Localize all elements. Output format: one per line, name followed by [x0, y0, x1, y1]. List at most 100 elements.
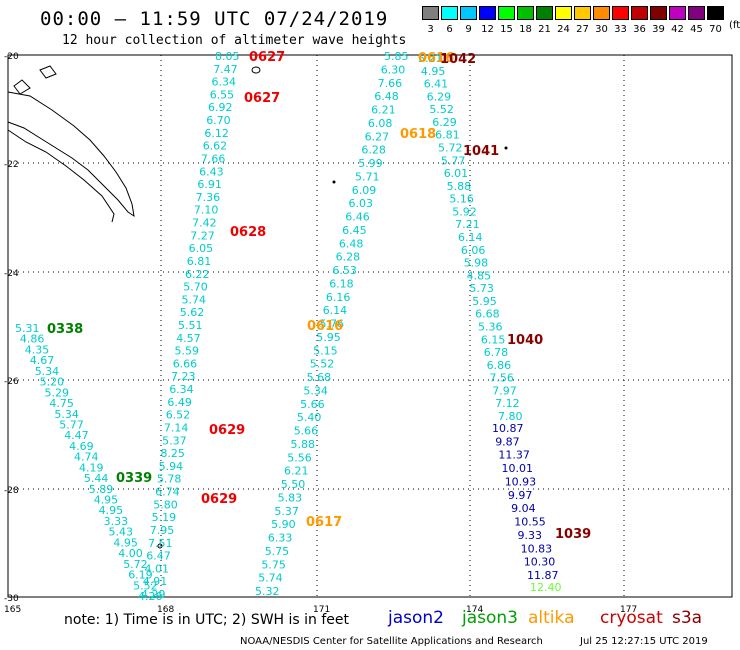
coastline	[7, 91, 135, 218]
swh-value: 5.15	[313, 344, 338, 357]
swh-value: 4.57	[176, 332, 201, 345]
legend-cryosat: cryosat	[600, 608, 663, 628]
scale-swatch	[422, 6, 439, 20]
scale-label: 45	[690, 24, 703, 35]
swh-value: 6.48	[374, 90, 399, 103]
swh-value: 6.18	[329, 277, 354, 290]
swh-value: 6.22	[185, 268, 210, 281]
swh-value: 9.87	[495, 435, 520, 448]
scale-swatch	[441, 6, 458, 20]
swh-value: 5.20	[40, 376, 65, 389]
swh-value: 5.19	[152, 511, 177, 524]
legend-jason2: jason2	[388, 608, 444, 628]
swh-value: 5.37	[274, 505, 299, 518]
swh-value: 9.04	[511, 502, 535, 515]
scale-label: 9	[465, 24, 472, 35]
swh-value: 6.29	[427, 90, 452, 103]
time-tag: 0616	[307, 319, 343, 334]
swh-value: 12.40	[530, 581, 562, 594]
swh-value: 4.91	[143, 575, 168, 588]
swh-value: 5.68	[307, 371, 332, 384]
scale-label: 42	[671, 24, 684, 35]
swh-value: 4.95	[113, 536, 137, 549]
swh-value: 7.23	[171, 370, 196, 383]
scale-label: 30	[595, 24, 608, 35]
swh-value: 5.80	[153, 498, 178, 511]
time-tag: 1039	[555, 527, 591, 542]
swh-value: 5.16	[449, 193, 474, 206]
time-tag: 0629	[201, 492, 237, 507]
swh-value: 5.94	[159, 460, 184, 473]
swh-value: 6.49	[167, 396, 192, 409]
swh-value: 10.93	[505, 476, 537, 489]
swh-value: 6.66	[173, 357, 198, 370]
legend-s3a: s3a	[672, 608, 703, 628]
swh-value: 9.97	[508, 489, 533, 502]
swh-value: 5.95	[472, 295, 497, 308]
swh-value: 6.68	[475, 308, 500, 321]
lon-label: 165	[4, 605, 21, 615]
lon-label: 174	[466, 605, 483, 615]
swh-value: 5.73	[469, 282, 494, 295]
swh-value: 6.46	[345, 211, 370, 224]
swh-value: 6.41	[424, 78, 449, 91]
swh-value: 7.14	[164, 422, 189, 435]
swh-value: 6.86	[487, 359, 512, 372]
time-tag: 0628	[230, 225, 266, 240]
swh-value: 5.92	[452, 205, 477, 218]
footer-credit: NOAA/NESDIS Center for Satellite Applica…	[240, 636, 543, 647]
scale-label: 3	[427, 24, 434, 35]
time-tag: 0627	[249, 50, 285, 65]
swh-value: 9.33	[518, 529, 543, 542]
swh-value: 5.66	[294, 425, 319, 438]
scale-label: 36	[633, 24, 646, 35]
coastline	[39, 65, 57, 79]
swh-value: 10.87	[492, 422, 524, 435]
lon-label: 168	[157, 605, 174, 615]
swh-value: 7.51	[148, 537, 173, 550]
swh-value: 5.77	[59, 419, 84, 432]
swh-value: 7.66	[378, 77, 403, 90]
scale-label: 39	[652, 24, 665, 35]
swh-value: 8.05	[215, 50, 240, 63]
swh-value: 6.08	[368, 117, 393, 130]
swh-value: 5.72	[438, 142, 463, 155]
swh-value: 6.27	[365, 130, 390, 143]
swh-value: 6.81	[435, 129, 460, 142]
time-tag: 0338	[47, 322, 83, 337]
swh-value: 7.95	[150, 524, 175, 537]
swh-value: 8.25	[160, 447, 185, 460]
swh-value: 5.44	[84, 472, 109, 485]
swh-value: 5.70	[183, 281, 208, 294]
swh-value: 4.95	[99, 504, 124, 517]
swh-value: 4.95	[94, 494, 119, 507]
swh-value: 7.27	[190, 229, 215, 242]
swh-value: 10.01	[502, 462, 534, 475]
scale-swatch	[612, 6, 629, 20]
swh-value: 4.19	[79, 461, 104, 474]
swh-value: 10.83	[521, 542, 553, 555]
swh-value: 5.62	[180, 306, 205, 319]
coastline	[7, 129, 115, 223]
swh-value: 6.92	[208, 101, 233, 114]
swh-value: 5.21	[418, 52, 443, 65]
map-frame	[7, 54, 733, 598]
swh-value: 6.78	[484, 346, 509, 359]
swh-value: 5.52	[310, 358, 335, 371]
scale-swatch	[707, 6, 724, 20]
swh-value: 5.76	[320, 318, 345, 331]
swh-value: 7.47	[213, 63, 238, 76]
scale-swatch	[460, 6, 477, 20]
swh-value: 6.21	[284, 465, 309, 478]
lat-label: -26	[4, 377, 19, 387]
swh-value: 10.55	[514, 516, 546, 529]
note-text: note: 1) Time is in UTC; 2) SWH is in fe…	[64, 612, 350, 628]
swh-value: 6.91	[197, 178, 222, 191]
swh-value: 6.19	[128, 569, 153, 582]
scale-swatch	[555, 6, 572, 20]
lon-label: 177	[620, 605, 637, 615]
lon-label: 171	[313, 605, 330, 615]
time-tag: 1041	[463, 144, 499, 159]
swh-value: 7.42	[192, 217, 217, 230]
